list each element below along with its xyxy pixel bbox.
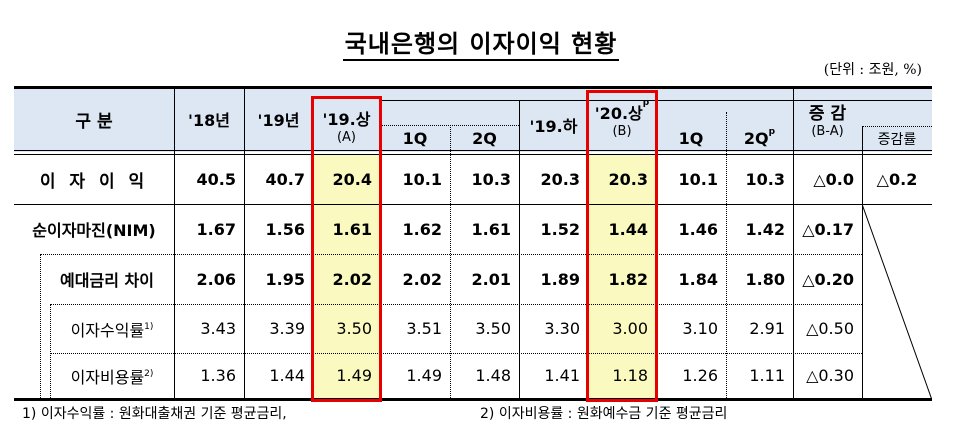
- cell-19-h1: 1.49: [336, 366, 372, 385]
- cell-2019: 40.7: [265, 170, 305, 189]
- cell-2019: 1.56: [265, 219, 305, 239]
- header-20-2q: 2Qp: [743, 126, 776, 148]
- highlight-box-19-h1: [311, 96, 382, 402]
- divider: [862, 126, 932, 127]
- cell-20-1q: 1.26: [682, 366, 718, 385]
- row-label-loan-deposit-spread: 예대금리 차이: [60, 271, 154, 290]
- cell-change: △0.50: [806, 319, 854, 338]
- cell-20-h1: 20.3: [608, 170, 648, 189]
- header-20-h1: '20.상p (B): [594, 97, 650, 139]
- highlight-19-h1: [313, 155, 380, 400]
- cell-20-2q: 1.42: [745, 219, 785, 239]
- cell-20-h1: 1.44: [608, 219, 648, 239]
- cell-20-1q: 3.10: [682, 319, 718, 338]
- cell-19-h1: 2.02: [332, 269, 372, 289]
- cell-19-1q: 1.62: [402, 219, 442, 239]
- header-category: 구 분: [75, 111, 113, 132]
- table-header: [14, 86, 932, 152]
- divider: [14, 154, 932, 155]
- cell-change: △0.20: [802, 269, 854, 289]
- cell-change: △0.0: [813, 170, 854, 189]
- cell-19-2q: 1.48: [475, 366, 511, 385]
- cell-20-h1: 3.00: [612, 319, 648, 338]
- cell-change: △0.30: [806, 366, 854, 385]
- cell-19-1q: 3.51: [406, 319, 442, 338]
- cell-19-1q: 10.1: [402, 170, 442, 189]
- cell-2019: 1.44: [269, 366, 305, 385]
- cell-20-1q: 1.46: [678, 219, 718, 239]
- cell-change-rate: △0.2: [876, 170, 918, 189]
- cell-19-h2: 1.41: [544, 366, 580, 385]
- cell-19-h2: 1.52: [540, 219, 580, 239]
- cell-20-2q: 1.11: [749, 366, 785, 385]
- cell-20-2q: 2.91: [749, 319, 785, 338]
- row-label-interest-income: 이 자 이 익: [39, 172, 149, 192]
- header-19-1q: 1Q: [402, 128, 428, 148]
- cell-2019: 3.39: [269, 319, 305, 338]
- cell-20-h1: 1.82: [608, 269, 648, 289]
- diagonal-line: [862, 204, 932, 400]
- cell-19-h2: 20.3: [540, 170, 580, 189]
- row-label-interest-cost: 이자비용률 2): [70, 367, 154, 387]
- header-19-2q: 2Q: [472, 128, 497, 148]
- cell-20-2q: 1.80: [745, 269, 785, 289]
- cell-20-1q: 10.1: [678, 170, 718, 189]
- row-label-nim: 순이자마진(NIM): [32, 221, 156, 240]
- footnote-1: 1) 이자수익률 : 원화대출채권 기준 평균금리,: [22, 406, 287, 422]
- header-19-h2: '19.하: [529, 117, 578, 136]
- header-2019: '19년: [257, 111, 300, 130]
- cell-20-h1: 1.18: [612, 366, 648, 385]
- cell-2018: 3.43: [200, 319, 236, 338]
- footnote-2: 2) 이자비용률 : 원화예수금 기준 평균금리: [480, 406, 728, 422]
- header-change: 증 감 (B-A): [808, 104, 847, 139]
- cell-2018: 1.36: [200, 366, 236, 385]
- unit-label: (단위 : 조원, %): [823, 62, 922, 78]
- cell-19-2q: 10.3: [471, 170, 511, 189]
- highlight-20-h1: [588, 155, 656, 400]
- row-label-interest-yield: 이자수익률 1): [70, 320, 154, 340]
- cell-2018: 40.5: [196, 170, 236, 189]
- header-2018: '18년: [188, 111, 230, 130]
- cell-19-1q: 1.49: [406, 366, 442, 385]
- cell-19-h1: 20.4: [332, 170, 372, 189]
- cell-change: △0.17: [802, 219, 854, 239]
- header-20-1q: 1Q: [678, 128, 704, 148]
- page-title: 국내은행의 이자이익 현황: [0, 24, 962, 61]
- interest-income-table: 구 분 '18년 '19년 '19.상 (A) 1Q 2Q '19.하 '20.상…: [14, 86, 932, 402]
- cell-20-1q: 1.84: [678, 269, 718, 289]
- cell-20-2q: 10.3: [745, 170, 785, 189]
- cell-2018: 2.06: [196, 269, 236, 289]
- cell-19-h1: 3.50: [336, 319, 372, 338]
- cell-19-2q: 3.50: [475, 319, 511, 338]
- cell-19-1q: 2.02: [402, 269, 442, 289]
- divider: [14, 150, 932, 151]
- divider: [380, 125, 519, 126]
- cell-19-h2: 3.30: [544, 319, 580, 338]
- header-change-rate: 증감률: [877, 132, 917, 148]
- cell-19-h2: 1.89: [540, 269, 580, 289]
- highlight-box-20-h1: [586, 90, 658, 402]
- header-19-h1: '19.상 (A): [322, 109, 371, 145]
- cell-19-2q: 2.01: [471, 269, 511, 289]
- cell-2018: 1.67: [196, 219, 236, 239]
- cell-2019: 1.95: [265, 269, 305, 289]
- cell-19-h1: 1.61: [332, 219, 372, 239]
- cell-19-2q: 1.61: [471, 219, 511, 239]
